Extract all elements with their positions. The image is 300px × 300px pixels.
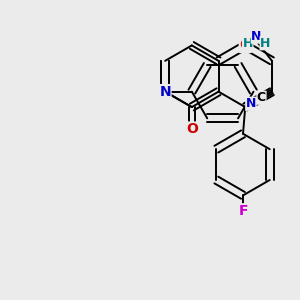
Text: C: C [257, 91, 266, 104]
Text: F: F [238, 204, 248, 218]
Text: H: H [260, 37, 271, 50]
Text: O: O [186, 122, 198, 136]
Text: N: N [159, 85, 171, 99]
Text: N: N [251, 30, 262, 43]
Text: N: N [246, 97, 256, 110]
Text: H: H [242, 37, 253, 50]
Text: O: O [239, 38, 251, 52]
